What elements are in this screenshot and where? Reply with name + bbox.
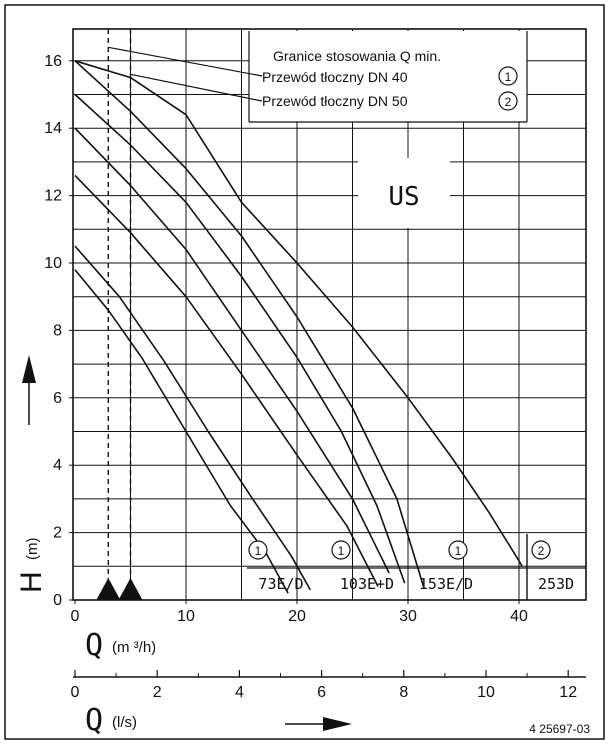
min-flow-marker <box>96 578 121 600</box>
y-tick-label: 10 <box>44 255 62 272</box>
leader-line-dn50 <box>130 73 263 102</box>
x2-axis-label: Q <box>85 703 103 738</box>
range-label-153: 153E/D <box>419 575 473 593</box>
pump-range-strip: 1 1 1 2 73E/D 103E+D 153E/D 253D <box>247 534 586 600</box>
range-marker-253 <box>531 540 551 560</box>
x-axis-title: Q (m ³/h) <box>85 628 156 663</box>
figure-code: 4 25697-03 <box>529 722 590 736</box>
legend-leader-lines <box>108 46 263 102</box>
x-tick-label: 30 <box>399 608 417 625</box>
x2-tick-label: 12 <box>559 684 577 701</box>
range-marker-253-label: 2 <box>538 544 545 558</box>
x2-axis-ticks: 0 2 4 6 8 10 12 <box>71 670 577 701</box>
legend: Granice stosowania Q min. Przewód tłoczn… <box>262 48 518 111</box>
x2-tick-label: 6 <box>317 684 326 701</box>
y-tick-label: 0 <box>53 592 62 609</box>
y-tick-label: 4 <box>53 457 62 474</box>
pump-curves <box>74 60 523 594</box>
pump-curve-7 <box>74 60 523 567</box>
min-flow-marker <box>118 578 143 600</box>
y-tick-label: 12 <box>44 188 62 205</box>
pump-curve-5 <box>74 93 406 584</box>
page-frame <box>4 4 605 740</box>
legend-marker-2-label: 2 <box>505 95 512 109</box>
y-tick-label: 8 <box>53 322 62 339</box>
x2-tick-label: 2 <box>153 684 162 701</box>
y-tick-label: 16 <box>44 53 62 70</box>
x-tick-label: 10 <box>177 608 195 625</box>
legend-marker-1 <box>498 66 518 86</box>
right-arrow-icon <box>323 717 352 731</box>
range-marker-153-label: 1 <box>455 544 462 558</box>
legend-marker-2 <box>498 91 518 111</box>
y-tick-label: 14 <box>44 120 62 137</box>
pump-curve-4 <box>74 127 390 574</box>
legend-marker-1-label: 1 <box>505 70 512 84</box>
range-marker-73-label: 1 <box>255 544 262 558</box>
y-axis-unit: (m) <box>24 538 41 561</box>
y-axis-ticks: 0 2 4 6 8 10 12 14 16 <box>44 53 73 609</box>
range-marker-103-label: 1 <box>338 544 345 558</box>
x-axis-label: Q <box>85 628 103 663</box>
range-marker-153 <box>448 540 468 560</box>
up-arrow-icon <box>22 355 36 383</box>
x-axis-ticks: 0 10 20 30 40 <box>71 600 528 625</box>
y-axis-title: H (m) <box>15 355 48 593</box>
x-tick-label: 40 <box>510 608 528 625</box>
legend-item-dn40: Przewód tłoczny DN 40 <box>262 69 408 85</box>
us-label-box <box>358 158 450 228</box>
y-tick-label: 2 <box>53 525 62 542</box>
min-flow-lines <box>96 29 143 600</box>
range-label-253: 253D <box>538 575 574 593</box>
legend-title: Granice stosowania Q min. <box>273 48 441 64</box>
x-axis-unit: (m ³/h) <box>112 639 156 656</box>
range-marker-103 <box>331 540 351 560</box>
pump-curve-3 <box>74 174 379 587</box>
x2-tick-label: 0 <box>71 684 80 701</box>
x2-axis-title: Q (l/s) <box>85 703 352 738</box>
y-tick-label: 6 <box>53 390 62 407</box>
us-label: US <box>388 182 419 212</box>
range-label-73: 73E/D <box>258 575 303 593</box>
x2-axis-unit: (l/s) <box>112 714 137 731</box>
x2-tick-label: 4 <box>235 684 244 701</box>
legend-box <box>248 31 528 123</box>
leader-line-dn40 <box>108 46 263 77</box>
pump-curve-2 <box>74 245 311 591</box>
x2-tick-label: 10 <box>477 684 495 701</box>
x-tick-label: 0 <box>71 608 80 625</box>
legend-item-dn50: Przewód tłoczny DN 50 <box>262 93 408 109</box>
pump-curve-6 <box>74 60 425 587</box>
plot-border <box>72 28 587 601</box>
range-label-103: 103E+D <box>340 575 394 593</box>
y-axis-label: H <box>15 571 48 593</box>
grid <box>73 29 586 600</box>
x2-tick-label: 8 <box>399 684 408 701</box>
x-tick-label: 20 <box>288 608 306 625</box>
range-marker-73 <box>248 540 268 560</box>
